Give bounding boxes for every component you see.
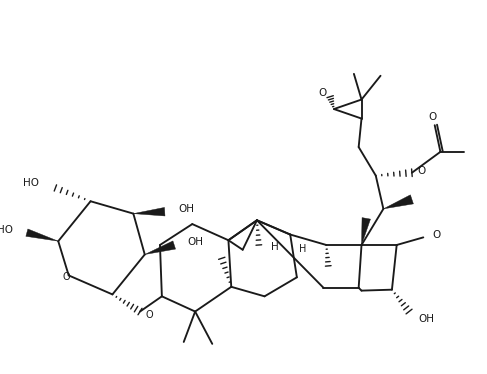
Text: OH: OH [178,204,194,214]
Text: HO: HO [0,225,13,235]
Text: O: O [417,166,426,176]
Text: O: O [62,272,70,282]
Polygon shape [145,241,175,254]
Text: O: O [433,230,441,240]
Polygon shape [26,229,58,241]
Text: O: O [429,112,437,122]
Text: OH: OH [418,314,434,324]
Polygon shape [361,218,371,245]
Polygon shape [133,208,165,216]
Text: O: O [146,310,153,321]
Text: HO: HO [23,178,39,188]
Text: O: O [318,88,326,98]
Polygon shape [383,195,413,209]
Text: H: H [271,242,279,252]
Text: H: H [299,244,306,254]
Text: OH: OH [187,237,204,247]
